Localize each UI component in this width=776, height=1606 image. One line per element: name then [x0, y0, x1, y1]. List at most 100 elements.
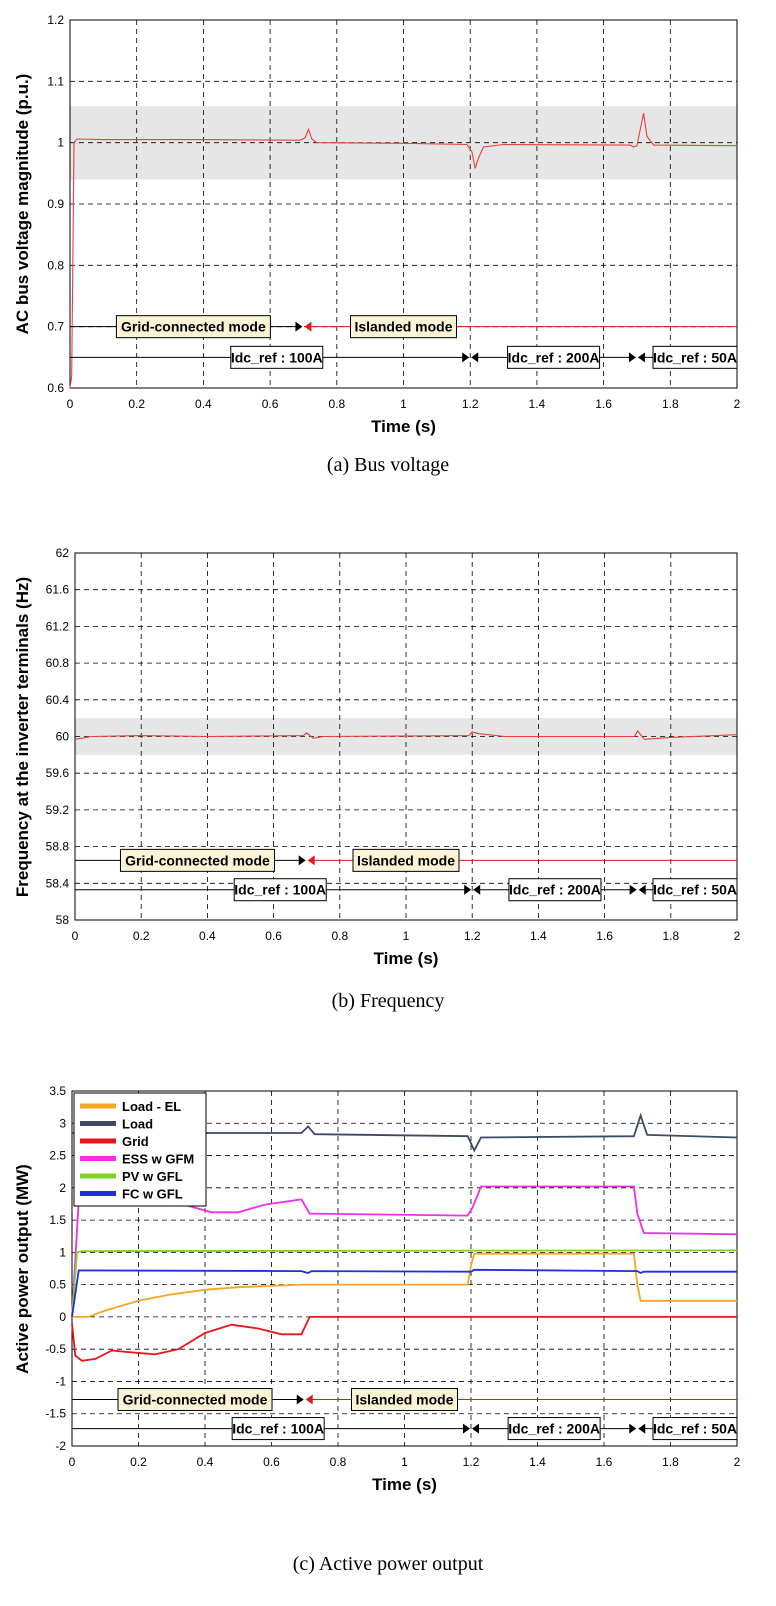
x-tick-label: 0.6 [265, 929, 282, 943]
series-line-pv-w-gfl [71, 1249, 738, 1317]
x-tick-label: 0 [69, 1455, 76, 1469]
ref-arrow-left [637, 352, 645, 363]
grid-mode-arrow [296, 1394, 304, 1405]
grid-mode-label: Grid-connected mode [123, 1392, 268, 1408]
y-tick-label: 60.4 [46, 693, 70, 707]
x-axis-title: Time (s) [374, 949, 439, 968]
y-tick-label: 62 [56, 546, 70, 560]
x-tick-label: 0.2 [128, 397, 145, 411]
ref-current-box [507, 1417, 601, 1441]
x-tick-label: 0.4 [199, 929, 216, 943]
y-tick-label: 58.4 [46, 876, 70, 890]
y-tick-label: -1 [55, 1374, 66, 1388]
ref-current-box [652, 345, 738, 369]
y-tick-label: 58 [56, 913, 70, 927]
ref-current-label: Idc_ref : 100A [232, 1421, 324, 1437]
grid-mode-arrow [295, 321, 303, 332]
y-axis-title: Frequency at the inverter terminals (Hz) [13, 577, 32, 897]
y-tick-label: 60 [56, 730, 70, 744]
ref-current-label: Idc_ref : 200A [508, 1421, 600, 1437]
island-mode-label: Islanded mode [355, 1392, 453, 1408]
ref-arrow-right [629, 1423, 637, 1434]
x-tick-label: 0.8 [331, 929, 348, 943]
series-line-load [72, 1112, 738, 1153]
ref-current-label: Idc_ref : 50A [653, 882, 737, 898]
caption-frequency: (b) Frequency [331, 990, 445, 1012]
series-line-0 [69, 113, 738, 389]
plot-frame [74, 552, 738, 921]
island-mode-box [352, 848, 460, 872]
grid-mode-label: Grid-connected mode [125, 852, 270, 868]
series-line-0 [74, 730, 738, 740]
y-axis-title: AC bus voltage magnitude (p.u.) [13, 74, 32, 335]
y-tick-label: 59.2 [46, 803, 70, 817]
ref-current-label: Idc_ref : 100A [234, 882, 326, 898]
x-tick-label: 0.4 [195, 397, 212, 411]
y-tick-label: 0.5 [49, 1278, 66, 1292]
x-axis-title: Time (s) [371, 417, 436, 436]
active-power-chart: 0 0.2 0.4 0.6 0.8 1 1.2 1.4 1.6 1.8 2 -2 -1.5 -1 -0.5 0… [13, 1084, 741, 1494]
y-tick-label: 0.9 [47, 197, 64, 211]
frequency-chart: 0 0.2 0.4 0.6 0.8 1 1.2 1.4 1.6 1.8 2 58 58.4 58.8 59.… [13, 546, 741, 968]
caption-active-power: (c) Active power output [292, 1553, 484, 1575]
island-mode-box [350, 315, 457, 339]
x-tick-label: 0.4 [197, 1455, 214, 1469]
y-tick-label: 1.5 [49, 1213, 66, 1227]
y-tick-label: 1.1 [47, 74, 64, 88]
series-line-load-el [72, 1252, 737, 1318]
ref-arrow-left [638, 884, 646, 895]
ref-current-box [231, 1417, 325, 1441]
legend-label: ESS w GFM [122, 1152, 194, 1167]
x-tick-label: 1.8 [662, 397, 679, 411]
y-tick-label: -0.5 [45, 1342, 66, 1356]
x-tick-label: 2 [734, 929, 741, 943]
legend-label: FC w GFL [122, 1187, 183, 1202]
x-tick-label: 1.8 [662, 929, 679, 943]
legend-label: PV w GFL [122, 1169, 183, 1184]
plot-frame [69, 19, 738, 389]
x-tick-label: 1 [401, 1455, 408, 1469]
ref-arrow-right [464, 884, 472, 895]
ref-arrow-left [472, 1423, 479, 1434]
x-tick-label: 0 [72, 929, 79, 943]
y-tick-label: 58.8 [46, 840, 70, 854]
y-axis-title: Active power output (MW) [13, 1164, 32, 1374]
y-tick-label: 60.8 [46, 656, 70, 670]
x-tick-label: 2 [734, 397, 741, 411]
y-tick-label: 1.2 [47, 13, 64, 27]
y-tick-label: 61.2 [46, 619, 70, 633]
bus-voltage-chart: 0 0.2 0.4 0.6 0.8 1 1.2 1.4 1.6 1.8 2 0.6 0.7 0.8 0.9 1… [13, 13, 741, 436]
x-tick-label: 0 [67, 397, 74, 411]
y-tick-label: 2 [59, 1181, 66, 1195]
grid-mode-box [115, 315, 271, 339]
island-mode-arrow [307, 855, 315, 866]
x-tick-label: 1 [403, 929, 410, 943]
ref-arrow-left [638, 1423, 646, 1434]
ref-current-label: Idc_ref : 200A [509, 882, 601, 898]
ref-arrow-right [628, 352, 636, 363]
caption-bus-voltage: (a) Bus voltage [326, 454, 450, 476]
island-mode-arrow [305, 1394, 313, 1405]
y-tick-label: 2.5 [49, 1149, 66, 1163]
legend-box [73, 1092, 207, 1207]
ref-current-box [507, 345, 601, 369]
x-tick-label: 0.6 [263, 1455, 280, 1469]
legend-label: Load - EL [122, 1099, 181, 1114]
ref-current-label: Idc_ref : 200A [508, 349, 600, 365]
grid-mode-box [119, 848, 275, 872]
x-tick-label: 1.8 [662, 1455, 679, 1469]
ref-current-label: Idc_ref : 50A [653, 1421, 737, 1437]
ref-arrow-left [473, 884, 481, 895]
ref-arrow-left [471, 352, 479, 363]
x-axis-title: Time (s) [372, 1475, 437, 1494]
y-tick-label: 3 [59, 1116, 66, 1130]
ref-current-box [233, 878, 327, 902]
ref-arrow-right [462, 352, 470, 363]
grid-mode-arrow [298, 855, 306, 866]
x-tick-label: 0.8 [328, 397, 345, 411]
y-tick-label: 1 [59, 1245, 66, 1259]
legend-label: Load [122, 1117, 153, 1132]
x-tick-label: 0.2 [130, 1455, 147, 1469]
x-tick-label: 0.6 [262, 397, 279, 411]
y-tick-label: 1 [57, 136, 64, 150]
